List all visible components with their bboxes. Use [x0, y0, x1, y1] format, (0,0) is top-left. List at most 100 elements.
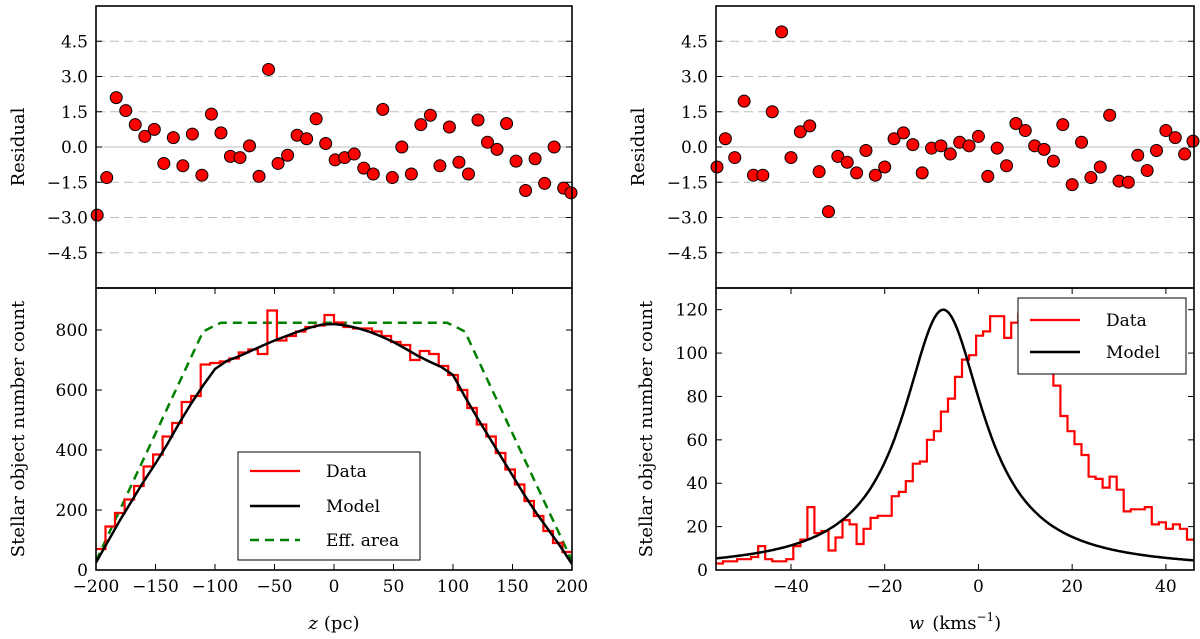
y-tick-label: 200 [56, 501, 88, 521]
residual-point [831, 149, 845, 163]
residual-point [376, 102, 390, 116]
residual-point [934, 139, 948, 153]
right-count-frame [715, 287, 1195, 571]
residual-point [896, 126, 910, 140]
residual-point [1009, 117, 1023, 130]
residual-point [737, 94, 751, 108]
residual-point [366, 167, 380, 181]
residual-point [204, 107, 218, 121]
residual-point [385, 171, 399, 185]
x-tick-label: −200 [73, 577, 120, 597]
residual-point [775, 25, 789, 39]
y-tick-label: −4.5 [667, 244, 708, 264]
x-tick-label: 40 [1155, 577, 1177, 597]
model-curve [96, 322, 572, 565]
legend-label-model: Model [326, 497, 380, 517]
residual-point [564, 186, 578, 200]
residual-point [1037, 142, 1051, 156]
residual-point [423, 108, 437, 122]
legend-label-data: Data [1106, 311, 1147, 331]
y-tick-label: 0.0 [61, 138, 88, 158]
residual-point [509, 154, 523, 168]
residual-point [442, 120, 456, 134]
y-tick-label: −1.5 [667, 173, 708, 193]
residual-point [868, 168, 882, 182]
residual-point [461, 167, 475, 181]
residual-point [756, 168, 770, 182]
residual-point [803, 119, 817, 133]
right-count-panel: 0 20 40 60 80 100 120 −40 −20 0 20 40 Stellar objec… [636, 287, 1195, 634]
residual-point [1140, 164, 1154, 177]
y-tick-label: 800 [56, 321, 88, 341]
residual-point [887, 132, 901, 146]
residual-point [1046, 154, 1060, 168]
residual-point [347, 147, 361, 161]
residual-point [309, 112, 323, 126]
eff-area-curve [96, 321, 572, 562]
residual-point [404, 167, 418, 181]
residual-point [1186, 134, 1200, 148]
residual-point [981, 169, 995, 183]
residual-point [500, 117, 514, 130]
residual-point [943, 147, 957, 161]
residual-point [793, 125, 807, 139]
residual-point [1168, 131, 1182, 145]
x-tick-label: 150 [496, 577, 528, 597]
left-count-frame [95, 287, 573, 571]
residual-point [718, 132, 732, 146]
y-tick-label: −3.0 [667, 209, 708, 229]
residual-point [138, 129, 152, 143]
residual-point [915, 166, 929, 180]
residual-point [1075, 135, 1089, 149]
residual-point [1084, 171, 1098, 185]
residual-point [1065, 178, 1079, 192]
residual-point [119, 104, 133, 118]
y-tick-label: 4.5 [61, 32, 88, 52]
residual-point [195, 168, 209, 182]
y-tick-label: 3.0 [681, 68, 708, 88]
residual-point [878, 160, 892, 174]
residual-point [271, 156, 285, 170]
residual-point [519, 183, 533, 197]
residual-point [971, 129, 985, 143]
left-count-panel: 0 200 400 600 800 −200 −150 −100 −50 0 50 100 150 200… [8, 287, 588, 634]
residual-point [109, 91, 123, 105]
x-tick-label: 0 [973, 577, 984, 597]
residual-point [166, 131, 180, 145]
model-curve [716, 308, 1194, 562]
residual-point [252, 169, 266, 183]
residual-point [812, 165, 826, 179]
y-tick-label: −4.5 [47, 244, 88, 264]
residual-point [1159, 124, 1173, 138]
residual-point [319, 136, 333, 150]
left-count-legend: Data Model Eff. area [237, 451, 421, 561]
y-tick-label: 0.0 [681, 138, 708, 158]
y-tick-label: 1.5 [61, 103, 88, 123]
x-tick-label: 100 [437, 577, 469, 597]
residual-point [490, 142, 504, 156]
residual-point [784, 151, 798, 165]
legend-label-model: Model [1106, 343, 1160, 363]
residual-point [414, 118, 428, 132]
y-tick-label: 400 [56, 441, 88, 461]
residual-point [1000, 159, 1014, 173]
residual-point [395, 140, 409, 154]
left-residual-panel: 4.5 3.0 1.5 0.0 −1.5 −3.0 −4.5 Residual [8, 5, 578, 289]
data-histogram [716, 312, 1194, 565]
legend-label-data: Data [326, 462, 367, 482]
residual-point [710, 160, 724, 174]
residual-point [850, 166, 864, 180]
residual-point [481, 135, 495, 149]
x-tick-label: −50 [257, 577, 293, 597]
residual-point [90, 208, 104, 222]
data-histogram [96, 309, 572, 554]
residual-point [243, 139, 257, 153]
y-tick-label: 0 [697, 561, 708, 581]
residual-point [176, 159, 190, 173]
residual-point [859, 144, 873, 158]
y-tick-label: 4.5 [681, 32, 708, 52]
residual-point [528, 152, 542, 166]
residual-point [1018, 124, 1032, 138]
right-count-legend: Data Model [1017, 297, 1187, 375]
residual-point [538, 176, 552, 190]
